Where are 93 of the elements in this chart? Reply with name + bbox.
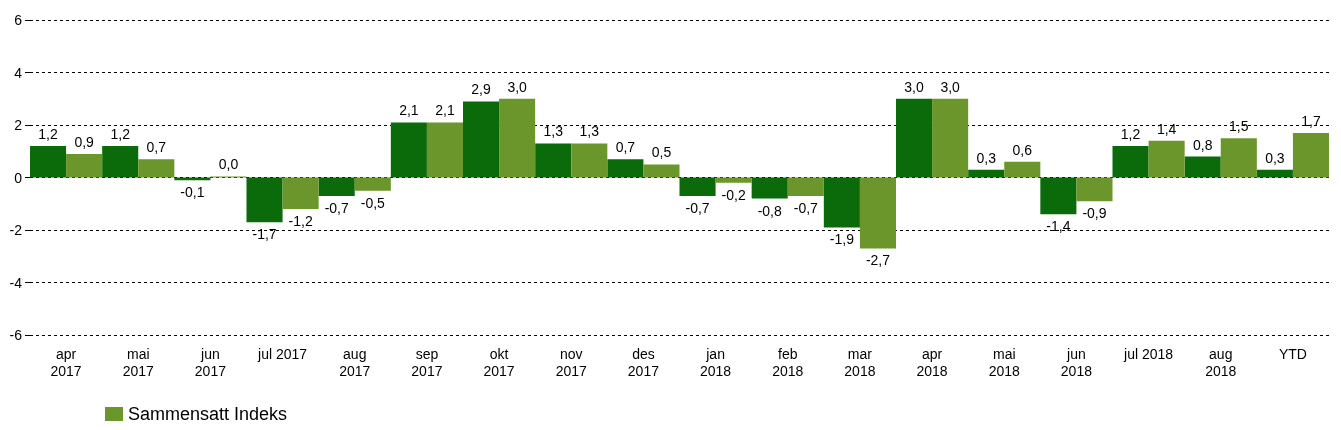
data-label: -1,9: [829, 231, 855, 248]
data-label: 0,8: [1192, 136, 1213, 153]
bar: [896, 98, 933, 178]
data-label: -1,7: [252, 226, 277, 243]
bar: [1256, 169, 1293, 178]
x-tick-label: okt 2017: [483, 345, 515, 379]
x-tick-label: jul 2018: [1123, 345, 1174, 362]
data-label: 3,0: [507, 78, 528, 95]
bar: [968, 169, 1005, 178]
y-tick-label: -2: [9, 222, 23, 238]
bar: [390, 122, 427, 178]
data-label: -0,1: [180, 184, 205, 201]
x-tick-label: YTD: [1278, 345, 1307, 362]
bar: [1184, 156, 1221, 178]
x-tick-label: des 2017: [627, 345, 660, 379]
data-label: 3,0: [940, 78, 961, 95]
data-label: -0,7: [685, 199, 710, 216]
y-tick-label: 0: [14, 169, 23, 186]
bar: [1004, 161, 1041, 178]
bar: [499, 98, 536, 178]
data-label: -0,2: [721, 186, 746, 203]
bar: [1040, 177, 1077, 215]
bar: [246, 177, 283, 223]
bar: [354, 177, 391, 191]
x-tick-label: nov 2017: [555, 345, 588, 379]
x-tick-label: mai 2018: [988, 345, 1021, 379]
y-tick-label: -6: [9, 327, 23, 343]
data-label: -0,9: [1082, 205, 1107, 222]
bar: [1112, 146, 1149, 178]
data-label: 1,2: [110, 126, 131, 142]
bar: [607, 159, 644, 178]
data-label: 1,3: [543, 123, 564, 140]
bar: [859, 177, 896, 249]
data-label: 2,1: [435, 102, 455, 119]
bar: [679, 177, 716, 196]
bar: [535, 143, 572, 178]
bar: [138, 159, 175, 178]
bar: [1076, 177, 1113, 202]
y-tick-label: -4: [9, 274, 23, 291]
bar: [1148, 140, 1185, 178]
data-label: 0,9: [74, 133, 95, 150]
bar: [1292, 132, 1329, 178]
x-tick-label: apr 2017: [50, 345, 82, 379]
data-label: 0,5: [651, 144, 672, 161]
bar: [751, 177, 788, 199]
bar: [102, 146, 139, 178]
bar: [571, 143, 608, 178]
data-label: 3,0: [904, 78, 924, 95]
bar: [30, 146, 67, 178]
x-tick-label: feb 2018: [772, 345, 804, 379]
bar: [932, 98, 969, 178]
data-label: 0,6: [1012, 141, 1033, 158]
x-tick-label: jun 2018: [1060, 345, 1093, 379]
data-label: 1,3: [579, 123, 600, 140]
y-tick-label: 6: [14, 12, 23, 28]
bar: [643, 164, 680, 178]
bar: [463, 101, 500, 178]
legend-label: Sammensatt Indeks: [128, 404, 288, 424]
x-tick-label: jun 2017: [194, 345, 227, 379]
data-label: -0,7: [324, 199, 349, 216]
bar: [1220, 138, 1257, 178]
bar: [318, 177, 355, 196]
data-label: -0,5: [360, 194, 386, 211]
x-tick-label: aug 2017: [339, 345, 371, 379]
data-label: 1,2: [38, 126, 58, 142]
x-tick-label: jan 2018: [700, 345, 732, 379]
data-label: -0,8: [757, 202, 782, 219]
bar: [823, 177, 860, 228]
data-label: 1,2: [1120, 126, 1141, 142]
data-label: 1,5: [1229, 118, 1249, 135]
data-label: -2,7: [865, 252, 891, 269]
bar: [282, 177, 319, 209]
x-tick-label: mar 2018: [844, 345, 876, 379]
bar: [66, 153, 103, 178]
bar: [715, 177, 752, 183]
data-label: 2,1: [399, 102, 419, 119]
x-tick-label: mai 2017: [122, 345, 155, 379]
x-tick-label: apr 2018: [916, 345, 948, 379]
data-label: 0,3: [976, 149, 997, 166]
data-label: 0,3: [1265, 149, 1285, 166]
data-label: 0,7: [146, 139, 167, 156]
bar: [426, 122, 463, 178]
data-label: 0,0: [218, 156, 239, 173]
x-tick-label: sep 2017: [411, 345, 443, 379]
bar: [787, 177, 824, 196]
x-tick-label: aug 2018: [1205, 345, 1237, 379]
y-tick-label: 2: [14, 117, 23, 133]
data-label: 0,7: [615, 139, 636, 156]
data-label: -1,2: [288, 213, 313, 229]
y-tick-label: 4: [14, 64, 23, 81]
data-label: -0,7: [793, 199, 819, 216]
data-label: 2,9: [471, 81, 491, 98]
x-tick-label: jul 2017: [257, 345, 308, 362]
